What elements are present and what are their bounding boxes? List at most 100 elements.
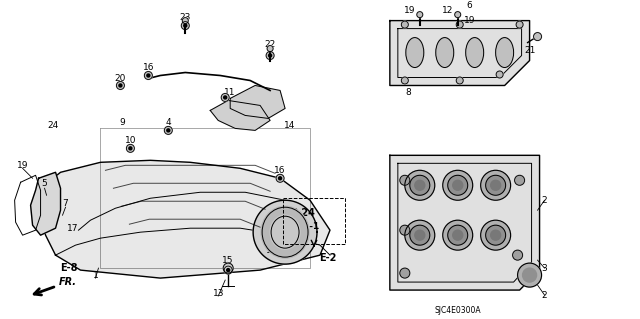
Ellipse shape xyxy=(466,38,484,68)
Text: 22: 22 xyxy=(264,40,276,49)
Circle shape xyxy=(119,84,122,87)
Circle shape xyxy=(516,21,523,28)
Text: 15: 15 xyxy=(223,256,234,265)
Text: 19: 19 xyxy=(464,16,476,25)
Ellipse shape xyxy=(448,175,468,195)
Ellipse shape xyxy=(491,180,500,190)
Text: 19: 19 xyxy=(404,6,415,15)
Text: E-2: E-2 xyxy=(319,253,337,263)
Circle shape xyxy=(145,71,152,79)
Circle shape xyxy=(181,22,189,30)
Ellipse shape xyxy=(261,206,309,258)
Ellipse shape xyxy=(405,170,435,200)
Text: 2: 2 xyxy=(541,196,547,205)
Polygon shape xyxy=(230,85,285,118)
Text: 7: 7 xyxy=(63,199,68,208)
Ellipse shape xyxy=(410,225,430,245)
Ellipse shape xyxy=(415,230,425,240)
Polygon shape xyxy=(210,100,270,130)
Circle shape xyxy=(267,46,273,52)
Ellipse shape xyxy=(518,263,541,287)
Circle shape xyxy=(126,145,134,152)
Text: B-24: B-24 xyxy=(291,208,316,218)
Ellipse shape xyxy=(495,38,514,68)
Ellipse shape xyxy=(452,180,463,190)
Circle shape xyxy=(278,177,282,180)
Polygon shape xyxy=(38,160,330,278)
Text: FR.: FR. xyxy=(58,277,77,287)
Text: 3: 3 xyxy=(541,263,547,273)
Circle shape xyxy=(167,129,170,132)
Polygon shape xyxy=(253,200,317,264)
Ellipse shape xyxy=(448,225,468,245)
Polygon shape xyxy=(390,21,529,85)
Text: 9: 9 xyxy=(120,118,125,127)
Circle shape xyxy=(182,18,188,24)
Circle shape xyxy=(276,174,284,182)
Ellipse shape xyxy=(405,220,435,250)
Circle shape xyxy=(129,147,132,150)
Ellipse shape xyxy=(410,175,430,195)
Ellipse shape xyxy=(443,220,473,250)
Circle shape xyxy=(184,24,187,27)
Ellipse shape xyxy=(452,230,463,240)
Text: 16: 16 xyxy=(143,63,154,72)
Circle shape xyxy=(227,269,230,271)
Text: B-24-1: B-24-1 xyxy=(287,222,319,231)
Text: 19: 19 xyxy=(17,161,28,170)
Text: 23: 23 xyxy=(180,13,191,22)
Circle shape xyxy=(401,21,408,28)
Ellipse shape xyxy=(491,230,500,240)
Ellipse shape xyxy=(415,180,425,190)
Ellipse shape xyxy=(443,170,473,200)
Text: 24: 24 xyxy=(47,121,58,130)
Text: 13: 13 xyxy=(212,289,224,298)
Text: 18: 18 xyxy=(266,246,278,255)
Ellipse shape xyxy=(486,175,506,195)
Ellipse shape xyxy=(406,38,424,68)
Circle shape xyxy=(116,81,124,89)
Ellipse shape xyxy=(523,268,536,282)
Circle shape xyxy=(513,250,523,260)
Circle shape xyxy=(269,54,271,57)
Text: 6: 6 xyxy=(467,1,472,10)
Circle shape xyxy=(400,175,410,185)
Polygon shape xyxy=(390,155,540,290)
Text: SJC4E0300A: SJC4E0300A xyxy=(435,306,481,315)
Circle shape xyxy=(223,263,233,273)
Text: 1: 1 xyxy=(93,271,99,279)
Text: 10: 10 xyxy=(125,136,136,145)
Circle shape xyxy=(534,33,541,41)
Circle shape xyxy=(147,74,150,77)
Text: 4: 4 xyxy=(166,118,171,127)
Circle shape xyxy=(456,21,463,28)
Circle shape xyxy=(400,225,410,235)
Circle shape xyxy=(455,11,461,18)
Ellipse shape xyxy=(481,170,511,200)
Circle shape xyxy=(401,77,408,84)
Circle shape xyxy=(456,77,463,84)
Text: E-8: E-8 xyxy=(60,263,77,273)
Ellipse shape xyxy=(270,215,300,249)
Ellipse shape xyxy=(481,220,511,250)
Text: 18: 18 xyxy=(289,238,301,247)
Text: 2: 2 xyxy=(541,291,547,300)
Text: 21: 21 xyxy=(524,46,535,55)
Ellipse shape xyxy=(486,225,506,245)
Circle shape xyxy=(164,126,172,134)
Text: 5: 5 xyxy=(42,179,47,188)
Circle shape xyxy=(221,93,229,101)
Text: 12: 12 xyxy=(442,6,453,15)
Text: 20: 20 xyxy=(115,74,126,83)
Ellipse shape xyxy=(436,38,454,68)
Polygon shape xyxy=(31,172,61,235)
Text: 11: 11 xyxy=(225,88,236,97)
Circle shape xyxy=(224,266,232,274)
Circle shape xyxy=(515,175,525,185)
Circle shape xyxy=(266,52,274,60)
Text: 16: 16 xyxy=(275,166,286,175)
Circle shape xyxy=(417,11,423,18)
Text: 14: 14 xyxy=(284,121,296,130)
Text: 8: 8 xyxy=(405,88,411,97)
Circle shape xyxy=(400,268,410,278)
